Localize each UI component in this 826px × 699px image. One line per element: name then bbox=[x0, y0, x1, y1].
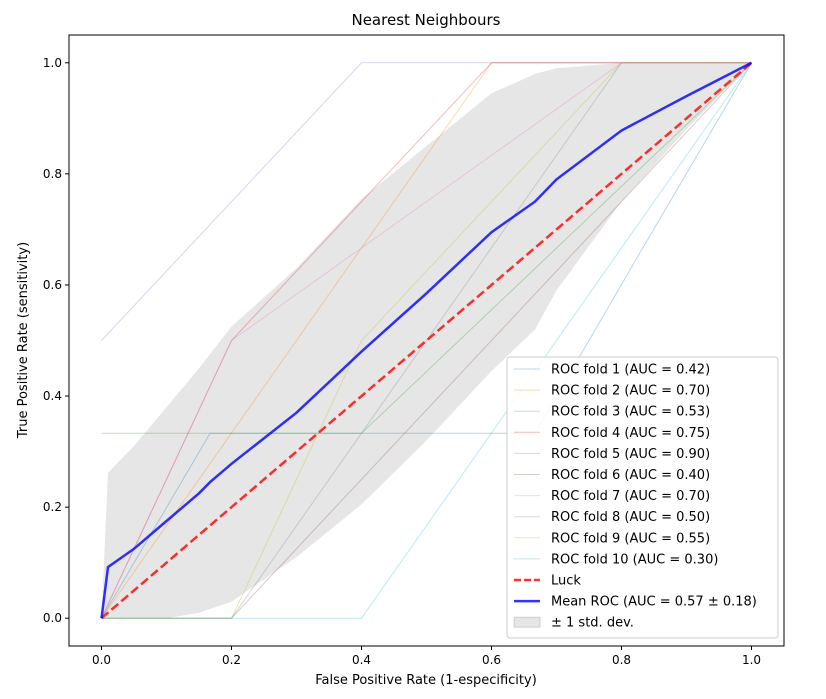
legend-box bbox=[506, 356, 779, 639]
legend: ROC fold 1 (AUC = 0.42) ROC fold 2 (AUC =… bbox=[506, 356, 779, 639]
legend-label-roc-fold-4: ROC fold 4 (AUC = 0.75) bbox=[551, 426, 710, 441]
legend-label-std-dev: ± 1 std. dev. bbox=[551, 616, 634, 631]
legend-swatch-std-dev bbox=[513, 616, 541, 628]
roc-fold-4-line bbox=[101, 62, 752, 619]
x-axis-label: False Positive Rate (1-especificity) bbox=[315, 673, 537, 688]
legend-label-roc-fold-5: ROC fold 5 (AUC = 0.90) bbox=[551, 447, 710, 462]
legend-label-roc-fold-8: ROC fold 8 (AUC = 0.50) bbox=[551, 510, 710, 525]
roc-fold-2-line bbox=[101, 62, 752, 619]
x-tick-label: 0.4 bbox=[352, 653, 371, 667]
legend-label-roc-fold-3: ROC fold 3 (AUC = 0.53) bbox=[551, 405, 710, 420]
mean-roc-line bbox=[100, 61, 753, 619]
legend-label-roc-fold-1: ROC fold 1 (AUC = 0.42) bbox=[551, 363, 710, 378]
legend-label-roc-fold-9: ROC fold 9 (AUC = 0.55) bbox=[551, 531, 710, 546]
y-tick-label: 0.0 bbox=[43, 611, 62, 625]
x-tick-label: 0.0 bbox=[92, 653, 111, 667]
roc-fold-5-line bbox=[101, 62, 752, 341]
chart-title: Nearest Neighbours bbox=[351, 11, 500, 29]
y-tick-label: 0.6 bbox=[43, 278, 62, 292]
y-axis-ticks: 0.0 0.2 0.4 0.6 0.8 1.0 bbox=[43, 56, 69, 625]
main-lines-layer bbox=[100, 61, 753, 620]
y-tick-label: 1.0 bbox=[43, 56, 62, 70]
legend-label-luck: Luck bbox=[551, 574, 581, 589]
plot-frame bbox=[68, 34, 785, 647]
x-axis-ticks: 0.0 0.2 0.4 0.6 0.8 1.0 bbox=[92, 646, 761, 667]
legend-label-roc-fold-2: ROC fold 2 (AUC = 0.70) bbox=[551, 384, 710, 399]
roc-fold-8-line bbox=[101, 62, 752, 619]
roc-fold-3-line bbox=[101, 62, 752, 434]
legend-label-roc-fold-10: ROC fold 10 (AUC = 0.30) bbox=[551, 552, 718, 567]
roc-fold-6-line bbox=[101, 62, 752, 619]
x-tick-label: 1.0 bbox=[742, 653, 761, 667]
y-axis-label: True Positive Rate (sensitivity) bbox=[16, 242, 31, 439]
legend-label-mean-roc: Mean ROC (AUC = 0.57 ± 0.18) bbox=[551, 595, 757, 610]
x-tick-label: 0.8 bbox=[612, 653, 631, 667]
roc-fold-10-line bbox=[101, 62, 752, 619]
legend-label-roc-fold-6: ROC fold 6 (AUC = 0.40) bbox=[551, 468, 710, 483]
x-tick-label: 0.6 bbox=[482, 653, 501, 667]
y-tick-label: 0.2 bbox=[43, 500, 62, 514]
roc-fold-7-line bbox=[101, 62, 752, 619]
y-tick-label: 0.4 bbox=[43, 389, 62, 403]
y-tick-label: 0.8 bbox=[43, 167, 62, 181]
x-tick-label: 0.2 bbox=[222, 653, 241, 667]
roc-fold-9-line bbox=[101, 62, 752, 619]
legend-label-roc-fold-7: ROC fold 7 (AUC = 0.70) bbox=[551, 489, 710, 504]
